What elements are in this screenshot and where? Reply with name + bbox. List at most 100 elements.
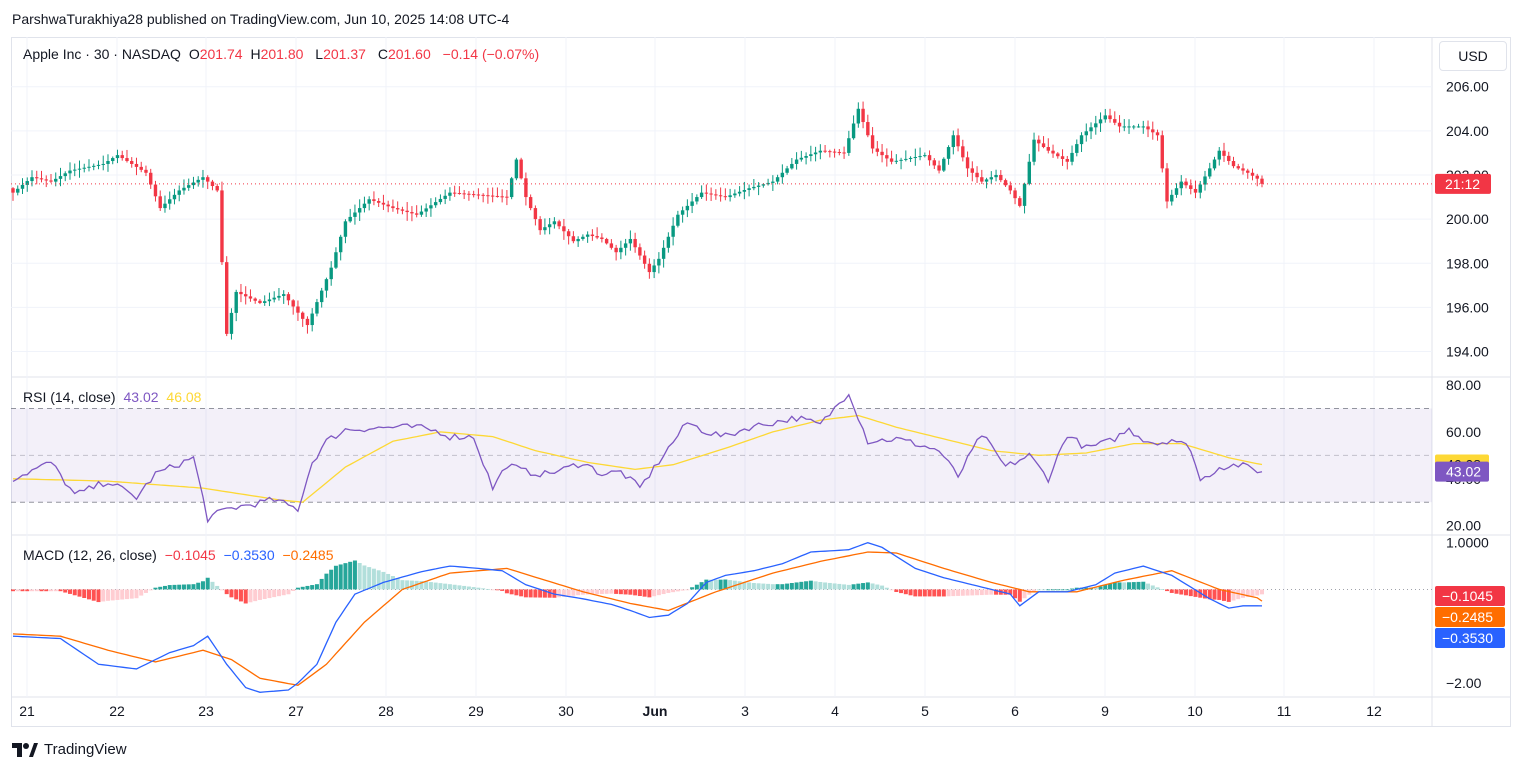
macd-histogram-bar: [153, 587, 158, 590]
candle-body: [229, 312, 234, 334]
candle-body: [600, 237, 604, 239]
macd-histogram-bar: [642, 589, 647, 597]
macd-histogram-bar: [851, 584, 856, 590]
candle-body: [1260, 178, 1264, 184]
macd-histogram-bar: [319, 578, 324, 590]
macd-histogram-bar: [941, 589, 946, 597]
candle-body: [581, 236, 585, 239]
candle-body: [134, 163, 139, 167]
macd-histogram-bar: [704, 579, 709, 590]
price-tick-label: 198.00: [1446, 255, 1489, 271]
macd-histogram-bar: [248, 589, 253, 603]
macd-histogram-bar: [1051, 589, 1056, 591]
macd-histogram-bar: [609, 589, 614, 594]
macd-histogram-bar: [1169, 589, 1174, 593]
candle-body: [1041, 143, 1046, 148]
rsi-tick-label: 80.00: [1446, 377, 1481, 393]
candle-body: [158, 196, 162, 209]
candle-body: [842, 152, 846, 154]
macd-histogram-bar: [1117, 582, 1122, 590]
candle-body: [918, 156, 922, 158]
candle-body: [875, 148, 880, 152]
macd-histogram-bar: [219, 589, 224, 591]
candle-body: [58, 176, 63, 179]
macd-histogram-bar: [1098, 586, 1103, 590]
macd-histogram-bar: [1112, 582, 1117, 590]
time-tick-label: 9: [1101, 703, 1109, 719]
candle-body: [652, 265, 656, 273]
candle-body: [547, 224, 552, 228]
macd-histogram-bar: [500, 589, 505, 591]
candle-body: [68, 170, 72, 174]
candle-body: [30, 177, 34, 182]
candle-body: [956, 135, 960, 147]
macd-histogram-bar: [333, 565, 338, 590]
rsi-pane: [11, 393, 1432, 524]
candle-body: [633, 238, 637, 248]
macd-histogram-bar: [200, 581, 205, 590]
candle-body: [1013, 190, 1017, 199]
candle-body: [885, 155, 889, 159]
macd-histogram-bar: [685, 589, 690, 591]
candle-body: [856, 108, 861, 124]
candle-body: [35, 177, 39, 179]
candle-body: [1132, 126, 1136, 128]
rsi-title[interactable]: RSI (14, close): [23, 389, 116, 405]
rsi-tick-label: 60.00: [1446, 424, 1481, 440]
macd-histogram-bar: [485, 588, 490, 590]
macd-histogram-bar: [827, 582, 832, 590]
macd-histogram-bar: [272, 589, 277, 598]
macd-histogram-bar: [656, 589, 661, 596]
candle-body: [866, 122, 870, 136]
macd-line-badge-label: −0.3530: [1442, 630, 1493, 646]
candle-body: [690, 201, 694, 206]
candle-body: [348, 216, 352, 222]
macd-histogram-bar: [495, 589, 500, 591]
candle-body: [975, 172, 979, 178]
candle-body: [372, 199, 376, 202]
macd-histogram-bar: [115, 589, 120, 600]
rsi-badge: [1435, 461, 1489, 482]
candle-body: [585, 234, 590, 237]
candle-body: [1113, 119, 1117, 123]
macd-histogram-bar: [951, 589, 956, 597]
candle-body: [661, 247, 666, 259]
macd-histogram-bar: [861, 583, 866, 590]
candle-body: [25, 181, 29, 185]
candle-body: [120, 155, 124, 159]
candle-body: [942, 158, 946, 171]
candle-body: [1246, 170, 1250, 173]
macd-title[interactable]: MACD (12, 26, close): [23, 547, 157, 563]
macd-histogram-bar: [751, 583, 756, 590]
candle-body: [172, 194, 177, 200]
currency-button[interactable]: USD: [1439, 41, 1507, 71]
macd-histogram-bar: [229, 589, 234, 598]
candle-body: [761, 184, 766, 186]
candle-body: [291, 300, 295, 307]
macd-histogram-bar: [148, 589, 153, 591]
low-label: L: [315, 46, 324, 62]
candle-body: [847, 138, 851, 153]
symbol-label[interactable]: Apple Inc · 30 · NASDAQ: [23, 46, 181, 62]
candle-body: [1170, 194, 1174, 202]
footer-brand[interactable]: TradingView: [12, 741, 127, 758]
macd-histogram-bar: [466, 586, 471, 590]
macd-histogram-bar: [808, 580, 813, 590]
macd-histogram-bar: [1179, 589, 1184, 595]
candle-body: [338, 236, 343, 253]
candle-body: [414, 213, 419, 215]
candle-body: [239, 291, 243, 295]
candle-body: [538, 219, 542, 231]
candle-body: [728, 195, 732, 198]
candle-body: [1008, 185, 1013, 191]
macd-histogram-bar: [590, 589, 595, 595]
macd-histogram-bar: [1207, 589, 1212, 600]
candle-body: [329, 267, 333, 280]
candle-body: [144, 169, 148, 173]
macd-histogram-bar: [462, 585, 467, 590]
candle-body: [904, 158, 908, 160]
macd-histogram-bar: [604, 589, 609, 594]
macd-histogram-bar: [718, 579, 723, 590]
candle-body: [1255, 175, 1259, 179]
